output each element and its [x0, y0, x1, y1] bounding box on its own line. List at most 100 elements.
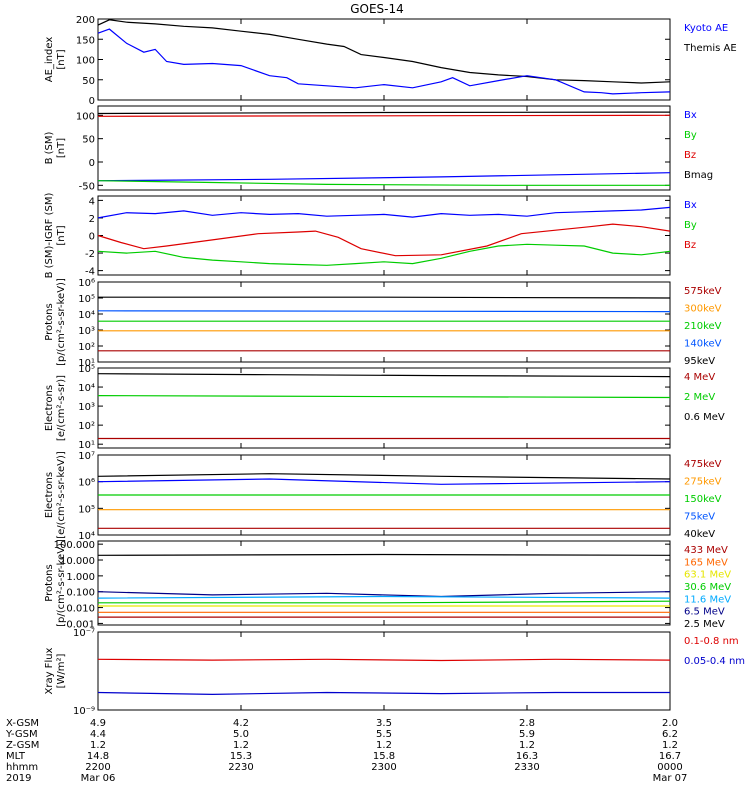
y-tick-label: 10⁶ [78, 278, 95, 289]
legend-entry: Kyoto AE [684, 23, 728, 34]
footer-value: 1.2 [519, 740, 535, 751]
legend-entry: 140keV [684, 339, 722, 350]
y-tick-label: 50 [82, 76, 95, 87]
legend-entry: 30.6 MeV [684, 582, 731, 593]
footer-value: 0000 [657, 762, 682, 773]
series-line [98, 600, 671, 604]
series-line [97, 243, 671, 266]
footer-value: 2230 [228, 762, 253, 773]
y-axis-label: B (SM) [44, 131, 55, 164]
series-line [97, 553, 671, 556]
y-tick-label: -2 [85, 249, 95, 260]
legend-entry: 433 MeV [684, 545, 728, 556]
panel-protons-high: 0.001 0.010 0.100 1.000 10.000 100.000 Protons… [44, 539, 731, 630]
y-tick-label: 10⁴ [78, 310, 95, 321]
y-tick-label: -50 [79, 181, 95, 192]
y-tick-label: 10² [78, 342, 95, 353]
y-tick-label: 10⁻⁹ [73, 706, 95, 717]
y-tick-label: 10³ [78, 326, 95, 337]
legend-entry: 63.1 MeV [684, 570, 731, 581]
y-tick-label: 10⁴ [78, 383, 95, 394]
legend-entry: 150keV [684, 494, 722, 505]
y-axis-label: [p/(cm²-s-sr-keV)] [56, 278, 67, 366]
series-line [97, 111, 671, 115]
series-line [97, 478, 671, 485]
y-tick-label: 4 [89, 196, 95, 207]
footer-value: 4.4 [90, 729, 106, 740]
y-tick-label: 0 [89, 96, 95, 107]
panel-frame [97, 631, 671, 711]
panel-frame [97, 18, 671, 101]
y-axis-label: Xray Flux [44, 647, 55, 694]
y-tick-label: 10.000 [60, 556, 95, 567]
y-tick-label: 200 [76, 15, 95, 26]
panel-electrons-high: 10¹ 10² 10³ 10⁴ 10⁵ Electrons [e/(cm²-s-sr)] 4 … [44, 364, 725, 451]
legend-entry: 95keV [684, 356, 715, 367]
footer-value: 3.5 [376, 718, 392, 729]
y-tick-label: 100 [76, 111, 95, 122]
footer-row-label: MLT [6, 751, 26, 762]
footer-value: 1.2 [376, 740, 392, 751]
footer-value: 4.2 [233, 718, 249, 729]
legend-entry: Bx [684, 110, 697, 121]
series-line [97, 19, 671, 84]
footer-value: 1.2 [233, 740, 249, 751]
footer-value: 5.0 [233, 729, 249, 740]
footer-row-label: Z-GSM [6, 740, 39, 751]
legend-entry: By [684, 130, 697, 141]
legend-entry: 4 MeV [684, 372, 715, 383]
y-axis-label: [p/(cm²-s-sr-keV)] [56, 539, 67, 627]
series-line [97, 591, 671, 598]
panel-frame [97, 367, 671, 449]
footer-value: 16.7 [659, 751, 681, 762]
y-tick-label: 100.000 [54, 540, 95, 551]
panel-ae: 0 50 100 150 200 AE_index [nT] Kyoto AE Themis A… [44, 15, 737, 107]
footer-value: 2330 [514, 762, 539, 773]
footer-value: 2.0 [662, 718, 678, 729]
legend-entry: Bz [684, 150, 696, 161]
legend-entry: 6.5 MeV [684, 607, 725, 618]
y-tick-label: 10⁵ [78, 504, 95, 515]
legend-entry: 40keV [684, 529, 715, 540]
legend-entry: 210keV [684, 321, 722, 332]
series-line [97, 28, 671, 95]
legend-entry: Themis AE [683, 43, 737, 54]
footer-value: Mar 06 [81, 773, 116, 784]
panel-bsm: -50 0 50 100 B (SM) [nT] Bx By Bz Bmag [44, 105, 713, 192]
footer-value: 2200 [85, 762, 110, 773]
y-axis-label: AE_index [44, 37, 55, 83]
footer-value: 5.9 [519, 729, 535, 740]
y-tick-label: 10⁻⁷ [73, 628, 95, 639]
y-tick-label: 100 [76, 56, 95, 67]
y-tick-label: 10² [78, 421, 95, 432]
panel-xray: 10⁻⁹ 10⁻⁷ Xray Flux [W/m²] 0.1-0.8 nm 0.05-0.… [44, 628, 745, 717]
series-line [97, 658, 671, 662]
legend-entry: Bmag [684, 170, 713, 181]
y-tick-label: 0 [89, 158, 95, 169]
legend-entry: 11.6 MeV [684, 594, 731, 605]
footer-value: Mar 07 [653, 773, 688, 784]
footer-value: 2300 [371, 762, 396, 773]
footer-row-label: Y-GSM [5, 729, 38, 740]
y-tick-label: 10⁵ [78, 294, 95, 305]
footer-row-label: X-GSM [6, 718, 39, 729]
legend-entry: 300keV [684, 304, 722, 315]
footer-value: 6.2 [662, 729, 678, 740]
legend-entry: 275keV [684, 477, 722, 488]
y-tick-label: 0.010 [66, 604, 95, 615]
plot-title: GOES-14 [350, 2, 404, 16]
legend-entry: Bz [684, 240, 696, 251]
y-axis-label: [nT] [56, 225, 67, 245]
footer-value: 16.3 [516, 751, 538, 762]
legend-entry: 0.05-0.4 nm [684, 656, 745, 667]
series-line [97, 114, 671, 117]
y-tick-label: 10⁴ [78, 531, 95, 542]
footer-row-label: 2019 [6, 773, 31, 784]
series-line [97, 395, 671, 399]
footer-value: 15.8 [373, 751, 395, 762]
series-line [97, 691, 670, 696]
footer-row-label: hhmm [6, 762, 38, 773]
series-line [97, 172, 671, 182]
